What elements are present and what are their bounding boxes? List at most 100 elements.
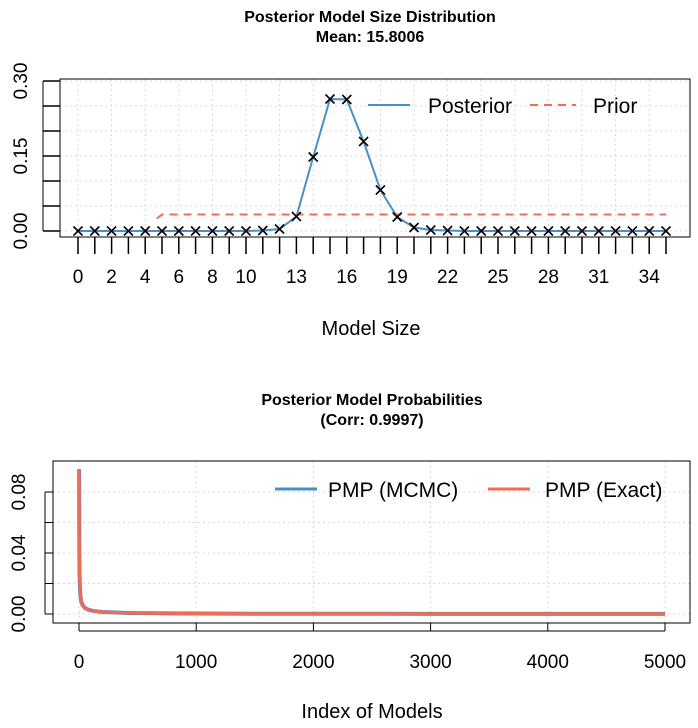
legend-label-posterior: Posterior — [428, 95, 512, 118]
chart1-x-tick-label: 10 — [235, 267, 256, 288]
chart1-x-tick-label: 34 — [639, 267, 661, 288]
posterior-point — [459, 225, 470, 237]
posterior-point-stroke — [324, 93, 336, 105]
posterior-point-stroke — [358, 136, 369, 147]
posterior-point-stroke — [576, 225, 588, 237]
chart2-y-tick-label: 0.00 — [9, 596, 30, 633]
chart1-y-tick-label: 0.15 — [11, 138, 32, 175]
chart2-y-tick-label: 0.04 — [9, 534, 30, 571]
posterior-point-stroke — [408, 222, 420, 233]
posterior-point-stroke — [72, 225, 84, 237]
chart1-legend: Posterior Prior — [368, 95, 637, 118]
posterior-point — [560, 225, 571, 237]
posterior-point — [492, 225, 504, 237]
chart2-y-tick-label: 0.08 — [9, 474, 30, 511]
posterior-point — [324, 93, 336, 105]
posterior-point — [156, 225, 168, 237]
chart1-title: Posterior Model Size Distribution — [244, 9, 496, 26]
posterior-point — [207, 225, 218, 237]
chart2-xlabel: Index of Models — [301, 701, 442, 723]
chart1-subtitle: Mean: 15.8006 — [316, 29, 425, 46]
posterior-point-stroke — [123, 225, 134, 237]
posterior-point — [140, 225, 151, 237]
posterior-point-stroke — [644, 225, 655, 237]
chart1-x-tick-label: 16 — [336, 267, 357, 288]
chart2-series — [77, 469, 666, 616]
posterior-point-stroke — [375, 184, 386, 196]
posterior-point — [509, 225, 520, 237]
posterior-point — [123, 225, 134, 237]
chart1-x-tick-label: 28 — [538, 267, 559, 288]
posterior-point-stroke — [291, 211, 302, 222]
posterior-point — [644, 225, 655, 237]
posterior-point — [224, 225, 235, 237]
posterior-point-stroke — [190, 225, 201, 237]
posterior-point-stroke — [560, 225, 571, 237]
chart2-axes: 0 1000 2000 3000 4000 5000 0.00 0.04 0.08 — [9, 474, 686, 673]
posterior-point — [291, 211, 302, 222]
chart1-markers — [72, 93, 672, 237]
legend-label-prior: Prior — [593, 95, 637, 118]
chart1-x-tick-label: 25 — [487, 267, 508, 288]
chart2-x-tick-label: 0 — [74, 652, 85, 673]
posterior-point — [190, 225, 201, 237]
posterior-point — [543, 225, 554, 237]
chart1-x-tick-label: 22 — [437, 267, 458, 288]
legend-label-pmp-mcmc: PMP (MCMC) — [328, 479, 458, 502]
chart2-title: Posterior Model Probabilities — [261, 392, 482, 409]
posterior-point — [274, 223, 285, 235]
legend-label-pmp-exact: PMP (Exact) — [545, 479, 662, 502]
posterior-point-stroke — [392, 211, 403, 223]
posterior-point — [375, 184, 386, 196]
posterior-point-stroke — [593, 225, 604, 237]
chart1-x-tick-label: 2 — [106, 267, 117, 288]
chart2-legend: PMP (MCMC) PMP (Exact) — [275, 479, 662, 502]
posterior-point-stroke — [240, 225, 252, 237]
posterior-point-stroke — [224, 225, 235, 237]
posterior-point-stroke — [308, 151, 319, 163]
posterior-point — [627, 225, 638, 237]
chart1-axes: 0 2 4 6 8 10 13 16 19 22 25 28 31 34 0.00 0.15 0.30 — [11, 63, 667, 288]
chart1-x-tick-label: 31 — [588, 267, 609, 288]
posterior-point-stroke — [442, 225, 453, 236]
chart2-x-tick-label: 3000 — [409, 652, 451, 673]
posterior-point — [89, 225, 100, 237]
posterior-point — [526, 225, 537, 237]
posterior-point — [341, 94, 352, 105]
posterior-point — [106, 225, 117, 237]
posterior-point — [660, 225, 672, 237]
posterior-point — [358, 136, 369, 147]
posterior-point-stroke — [89, 225, 100, 237]
chart1-x-tick-label: 8 — [207, 267, 218, 288]
pmp-exact-line — [77, 469, 666, 616]
posterior-point — [425, 224, 436, 236]
posterior-point — [593, 225, 604, 237]
posterior-point-stroke — [106, 225, 117, 237]
chart2-x-tick-label: 2000 — [292, 652, 334, 673]
posterior-point-stroke — [156, 225, 168, 237]
prior-line — [156, 213, 666, 220]
chart1-x-tick-label: 6 — [174, 267, 185, 288]
chart1-plot-frame — [59, 78, 691, 238]
posterior-point-stroke — [660, 225, 672, 237]
chart1-x-tick-label: 13 — [286, 267, 307, 288]
chart2-x-tick-label: 5000 — [644, 652, 686, 673]
posterior-point-stroke — [610, 225, 621, 237]
chart1-y-tick-label: 0.00 — [11, 213, 32, 250]
posterior-point — [392, 211, 403, 223]
chart1-x-tick-label: 0 — [73, 267, 84, 288]
chart1-series — [78, 97, 666, 232]
posterior-point-stroke — [257, 225, 268, 236]
posterior-point-stroke — [207, 225, 218, 237]
chart2-plot-frame — [52, 460, 691, 624]
chart1-y-tick-label: 0.30 — [11, 63, 32, 100]
posterior-line — [78, 97, 666, 232]
posterior-point-stroke — [526, 225, 537, 237]
posterior-point-stroke — [341, 94, 352, 105]
posterior-point — [173, 225, 184, 237]
posterior-point — [257, 225, 268, 236]
posterior-point-stroke — [459, 225, 470, 237]
chart1-x-tick-label: 19 — [387, 267, 408, 288]
posterior-point — [308, 151, 319, 163]
